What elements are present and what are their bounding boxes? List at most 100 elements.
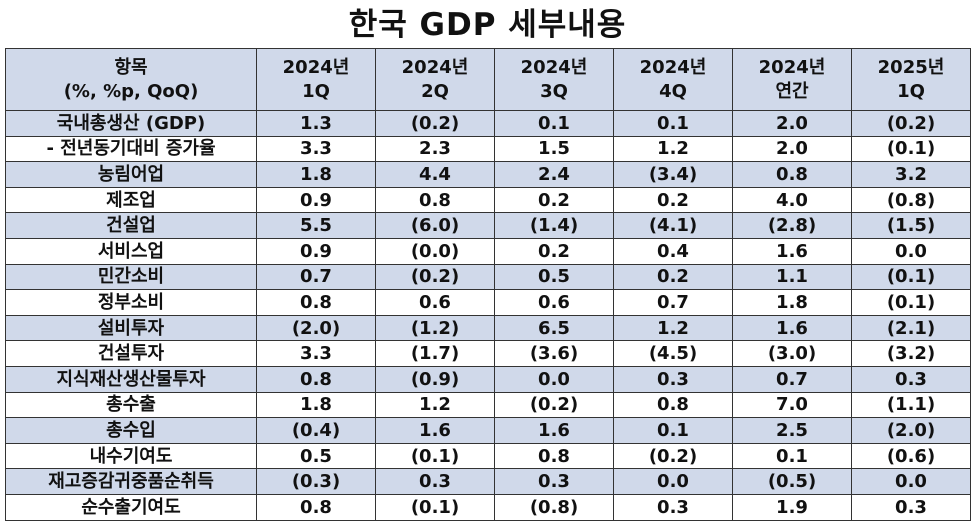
table-row: 제조업 0.9 0.8 0.2 0.2 4.0 (0.8) (5, 186, 971, 214)
cell-value: (2.8) (732, 212, 852, 239)
cell-value: 0.8 (494, 442, 614, 470)
gdp-table: 항목 (%, %p, QoQ) 2024년 1Q 2024년 2Q 2024년 3Q … (5, 48, 971, 521)
cell-value: 0.0 (851, 237, 971, 265)
table-row: 내수기여도 0.5 (0.1) 0.8 (0.2) 0.1 (0.6) (5, 442, 971, 470)
cell-value: 0.3 (494, 468, 614, 495)
cell-value: 0.0 (851, 468, 971, 495)
cell-value: 0.9 (256, 186, 376, 214)
header-year: 2024년 (282, 56, 350, 78)
cell-value: 5.5 (256, 212, 376, 239)
cell-value: 3.2 (851, 161, 971, 188)
cell-value: 1.8 (256, 391, 376, 419)
cell-value: 1.6 (375, 417, 495, 444)
cell-value: (3.2) (851, 340, 971, 367)
cell-value: 0.5 (494, 263, 614, 291)
cell-value: (4.5) (613, 340, 733, 367)
cell-value: (1.5) (851, 212, 971, 239)
cell-value: 0.2 (494, 186, 614, 214)
table-row: 재고증감귀중품순취득 (0.3) 0.3 0.3 0.0 (0.5) 0.0 (5, 468, 971, 495)
row-label: 건설업 (5, 212, 257, 239)
cell-value: (1.7) (375, 340, 495, 367)
cell-value: 0.2 (494, 237, 614, 265)
cell-value: 0.0 (494, 365, 614, 393)
row-label: 농림어업 (5, 161, 257, 188)
header-period: 2Q (421, 80, 449, 102)
cell-value: 0.2 (613, 186, 733, 214)
cell-value: 1.2 (375, 391, 495, 419)
cell-value: (0.2) (375, 263, 495, 291)
cell-value: 1.5 (494, 135, 614, 163)
cell-value: 0.3 (375, 468, 495, 495)
cell-value: 0.8 (256, 365, 376, 393)
cell-value: (0.6) (851, 442, 971, 470)
cell-value: (0.0) (375, 237, 495, 265)
cell-value: (0.4) (256, 417, 376, 444)
cell-value: 0.3 (851, 493, 971, 521)
row-label: 설비투자 (5, 314, 257, 342)
cell-value: 0.7 (613, 289, 733, 316)
header-item: 항목 (%, %p, QoQ) (5, 48, 257, 111)
cell-value: 7.0 (732, 391, 852, 419)
cell-value: 0.8 (613, 391, 733, 419)
row-label: 총수출 (5, 391, 257, 419)
cell-value: (0.5) (732, 468, 852, 495)
cell-value: (0.8) (494, 493, 614, 521)
cell-value: (0.9) (375, 365, 495, 393)
header-col: 2025년 1Q (851, 48, 971, 111)
cell-value: (0.1) (851, 263, 971, 291)
header-col: 2024년 4Q (613, 48, 733, 111)
table-row: 국내총생산 (GDP) 1.3 (0.2) 0.1 0.1 2.0 (0.2) (5, 110, 971, 137)
cell-value: (2.1) (851, 314, 971, 342)
table-row: 설비투자 (2.0) (1.2) 6.5 1.2 1.6 (2.1) (5, 314, 971, 342)
row-label: 국내총생산 (GDP) (5, 110, 257, 137)
header-period: 4Q (659, 80, 687, 102)
cell-value: 0.6 (375, 289, 495, 316)
table-row: 민간소비 0.7 (0.2) 0.5 0.2 1.1 (0.1) (5, 263, 971, 291)
row-label: - 전년동기대비 증가율 (5, 135, 257, 163)
cell-value: (0.2) (613, 442, 733, 470)
cell-value: 0.1 (613, 417, 733, 444)
cell-value: (6.0) (375, 212, 495, 239)
cell-value: 2.5 (732, 417, 852, 444)
table-header-row: 항목 (%, %p, QoQ) 2024년 1Q 2024년 2Q 2024년 3Q … (5, 48, 971, 111)
cell-value: 3.3 (256, 135, 376, 163)
cell-value: 1.2 (613, 135, 733, 163)
cell-value: (1.2) (375, 314, 495, 342)
cell-value: 1.2 (613, 314, 733, 342)
cell-value: (3.6) (494, 340, 614, 367)
cell-value: 1.3 (256, 110, 376, 137)
row-label: 제조업 (5, 186, 257, 214)
cell-value: 0.7 (256, 263, 376, 291)
cell-value: (1.4) (494, 212, 614, 239)
cell-value: (0.1) (851, 289, 971, 316)
cell-value: 1.8 (732, 289, 852, 316)
cell-value: 0.1 (732, 442, 852, 470)
cell-value: 1.6 (732, 314, 852, 342)
cell-value: 1.6 (732, 237, 852, 265)
cell-value: 2.0 (732, 135, 852, 163)
header-year: 2024년 (401, 56, 469, 78)
header-period: 연간 (775, 80, 809, 102)
cell-value: 2.3 (375, 135, 495, 163)
header-col: 2024년 1Q (256, 48, 376, 111)
cell-value: 0.7 (732, 365, 852, 393)
row-label: 총수입 (5, 417, 257, 444)
header-col: 2024년 3Q (494, 48, 614, 111)
cell-value: 0.3 (613, 365, 733, 393)
header-year: 2024년 (520, 56, 588, 78)
row-label: 건설투자 (5, 340, 257, 367)
row-label: 지식재산생산물투자 (5, 365, 257, 393)
row-label: 내수기여도 (5, 442, 257, 470)
table-row: 정부소비 0.8 0.6 0.6 0.7 1.8 (0.1) (5, 289, 971, 316)
row-label: 재고증감귀중품순취득 (5, 468, 257, 495)
cell-value: (3.0) (732, 340, 852, 367)
cell-value: 0.5 (256, 442, 376, 470)
table-row: 순수출기여도 0.8 (0.1) (0.8) 0.3 1.9 0.3 (5, 493, 971, 521)
cell-value: 0.9 (256, 237, 376, 265)
cell-value: 4.0 (732, 186, 852, 214)
cell-value: (0.2) (851, 110, 971, 137)
cell-value: 0.8 (732, 161, 852, 188)
table-row: 총수출 1.8 1.2 (0.2) 0.8 7.0 (1.1) (5, 391, 971, 419)
cell-value: 0.8 (256, 493, 376, 521)
cell-value: 1.1 (732, 263, 852, 291)
